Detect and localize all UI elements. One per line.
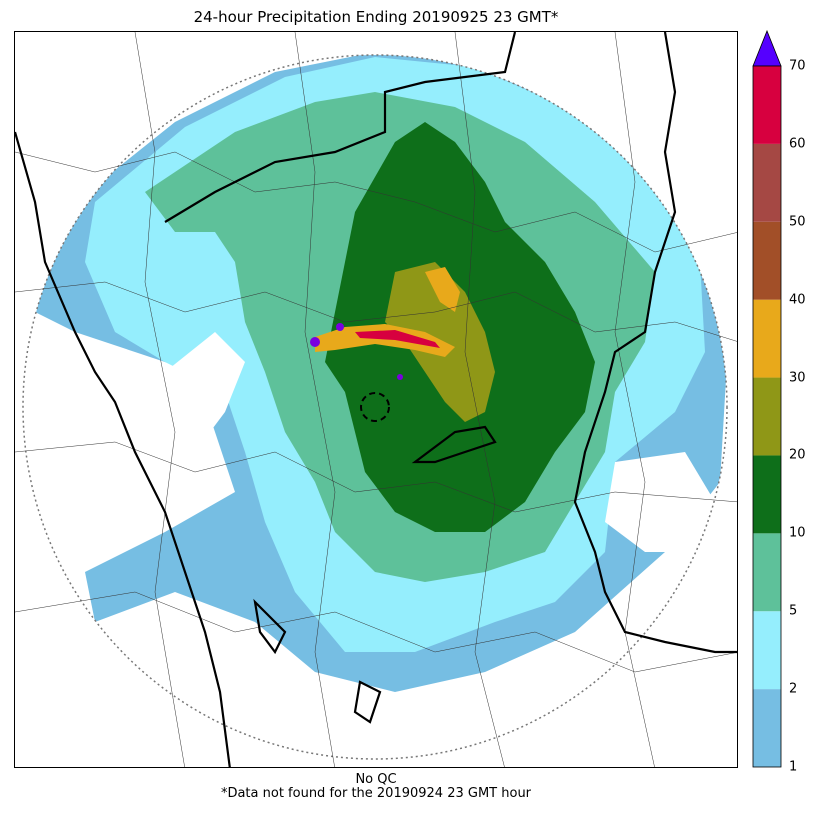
precipitation-field (35, 55, 727, 692)
colorbar-tick-label: 70 (789, 58, 806, 74)
radar-site-marker (360, 392, 390, 422)
no-precip-gap-west (165, 332, 245, 452)
colorbar-tick-label: 30 (789, 370, 806, 386)
county-boundaries (15, 32, 737, 767)
colorbar-segments (753, 66, 781, 767)
state-boundaries (15, 32, 737, 767)
colorbar-segment-8 (753, 66, 781, 144)
precip-70plus-c (397, 374, 403, 380)
radar-map-svg (15, 32, 737, 767)
colorbar-tick-label: 50 (789, 214, 806, 230)
colorbar-segment-5 (753, 299, 781, 378)
colorbar-segment-7 (753, 143, 781, 222)
colorbar-tick-label: 1 (789, 759, 798, 775)
radar-map (14, 31, 738, 768)
colorbar-tick-label: 20 (789, 447, 806, 463)
colorbar-segment-3 (753, 455, 781, 534)
precip-70plus-a (310, 337, 320, 347)
colorbar-tick-label: 60 (789, 136, 806, 152)
caption-no-qc: No QC (355, 772, 397, 787)
colorbar-segment-0 (753, 689, 781, 767)
no-precip-gap-east (605, 452, 715, 552)
colorbar-segment-2 (753, 533, 781, 612)
radar-range-ring (22, 54, 728, 760)
colorbar-segment-4 (753, 377, 781, 456)
colorbar-extend-triangle (752, 30, 782, 67)
colorbar-tick-label: 10 (789, 525, 806, 541)
colorbar-segment-1 (753, 611, 781, 690)
colorbar-tick-label: 5 (789, 603, 798, 619)
precip-30-40in (315, 324, 455, 357)
precip-70plus-b (336, 323, 344, 331)
precip-30-40in-b (425, 267, 460, 312)
colorbar-tick-label: 40 (789, 292, 806, 308)
colorbar-segment-6 (753, 221, 781, 300)
colorbar-svg (752, 30, 782, 768)
map-title: 24-hour Precipitation Ending 20190925 23… (193, 8, 559, 26)
colorbar-tick-label: 2 (789, 681, 798, 697)
caption-missing-data-note: *Data not found for the 20190924 23 GMT … (220, 786, 532, 801)
precip-60-70in (355, 330, 440, 348)
colorbar-outline (752, 65, 782, 768)
